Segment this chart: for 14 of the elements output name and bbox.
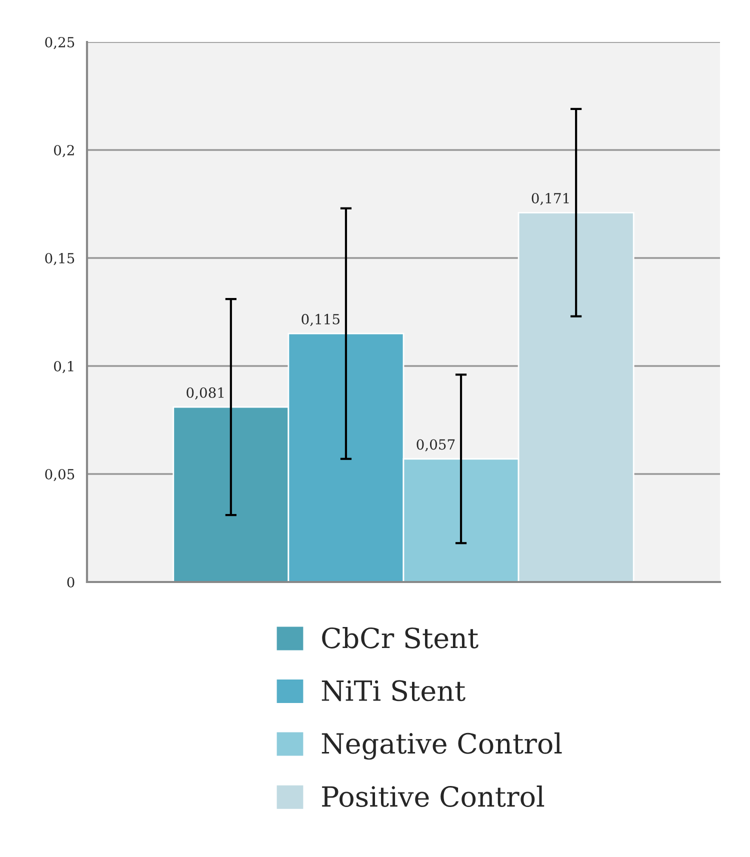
legend-label: NiTi Stent	[322, 680, 466, 702]
legend-label: CbCr Stent	[322, 626, 478, 648]
data-label: 0,081	[186, 387, 224, 400]
y-tick-label: 0	[67, 576, 74, 588]
legend-label: Positive Control	[322, 786, 544, 808]
y-tick-label: 0,25	[45, 36, 74, 50]
y-tick-label: 0,05	[45, 468, 74, 482]
data-label: 0,115	[302, 314, 340, 326]
legend-label: Negative Control	[322, 732, 562, 760]
y-tick-label: 0,2	[54, 144, 74, 158]
y-tick-label: 0,1	[54, 360, 74, 374]
data-label: 0,057	[416, 439, 455, 452]
data-label: 0,171	[532, 192, 569, 206]
y-tick-label: 0,15	[45, 252, 74, 266]
